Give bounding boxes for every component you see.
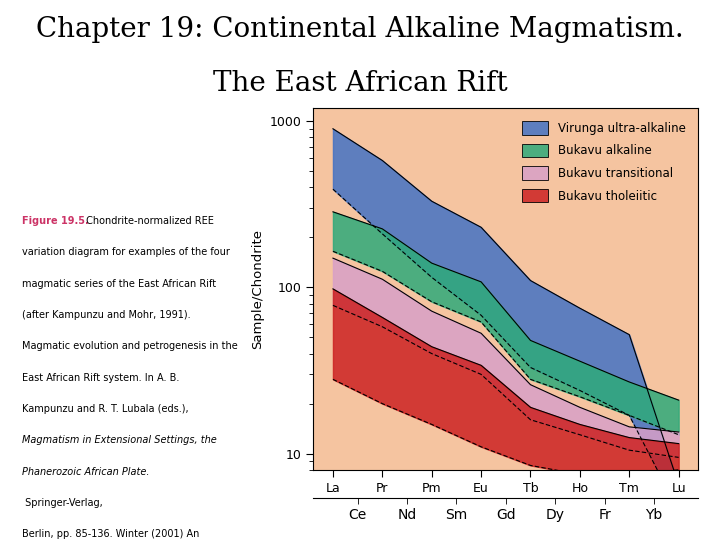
Legend: Virunga ultra-alkaline, Bukavu alkaline, Bukavu transitional, Bukavu tholeiitic: Virunga ultra-alkaline, Bukavu alkaline,… bbox=[515, 114, 693, 210]
Text: The East African Rift: The East African Rift bbox=[212, 70, 508, 97]
Text: variation diagram for examples of the four: variation diagram for examples of the fo… bbox=[22, 247, 230, 258]
Text: Phanerozoic African Plate.: Phanerozoic African Plate. bbox=[22, 467, 149, 477]
Text: Kampunzu and R. T. Lubala (eds.),: Kampunzu and R. T. Lubala (eds.), bbox=[22, 404, 188, 414]
Text: Springer-Verlag,: Springer-Verlag, bbox=[22, 498, 102, 508]
Text: magmatic series of the East African Rift: magmatic series of the East African Rift bbox=[22, 279, 216, 289]
Text: Berlin, pp. 85-136. Winter (2001) An: Berlin, pp. 85-136. Winter (2001) An bbox=[22, 529, 199, 539]
Text: Chondrite-normalized REE: Chondrite-normalized REE bbox=[83, 216, 214, 226]
Y-axis label: Sample/Chondrite: Sample/Chondrite bbox=[251, 229, 264, 349]
Text: Magmatic evolution and petrogenesis in the: Magmatic evolution and petrogenesis in t… bbox=[22, 341, 238, 352]
Text: (after Kampunzu and Mohr, 1991).: (after Kampunzu and Mohr, 1991). bbox=[22, 310, 190, 320]
Text: Chapter 19: Continental Alkaline Magmatism.: Chapter 19: Continental Alkaline Magmati… bbox=[36, 16, 684, 43]
Text: East African Rift system. In A. B.: East African Rift system. In A. B. bbox=[22, 373, 179, 383]
Text: Magmatism in Extensional Settings, the: Magmatism in Extensional Settings, the bbox=[22, 435, 216, 445]
Text: Figure 19.5.: Figure 19.5. bbox=[22, 216, 89, 226]
